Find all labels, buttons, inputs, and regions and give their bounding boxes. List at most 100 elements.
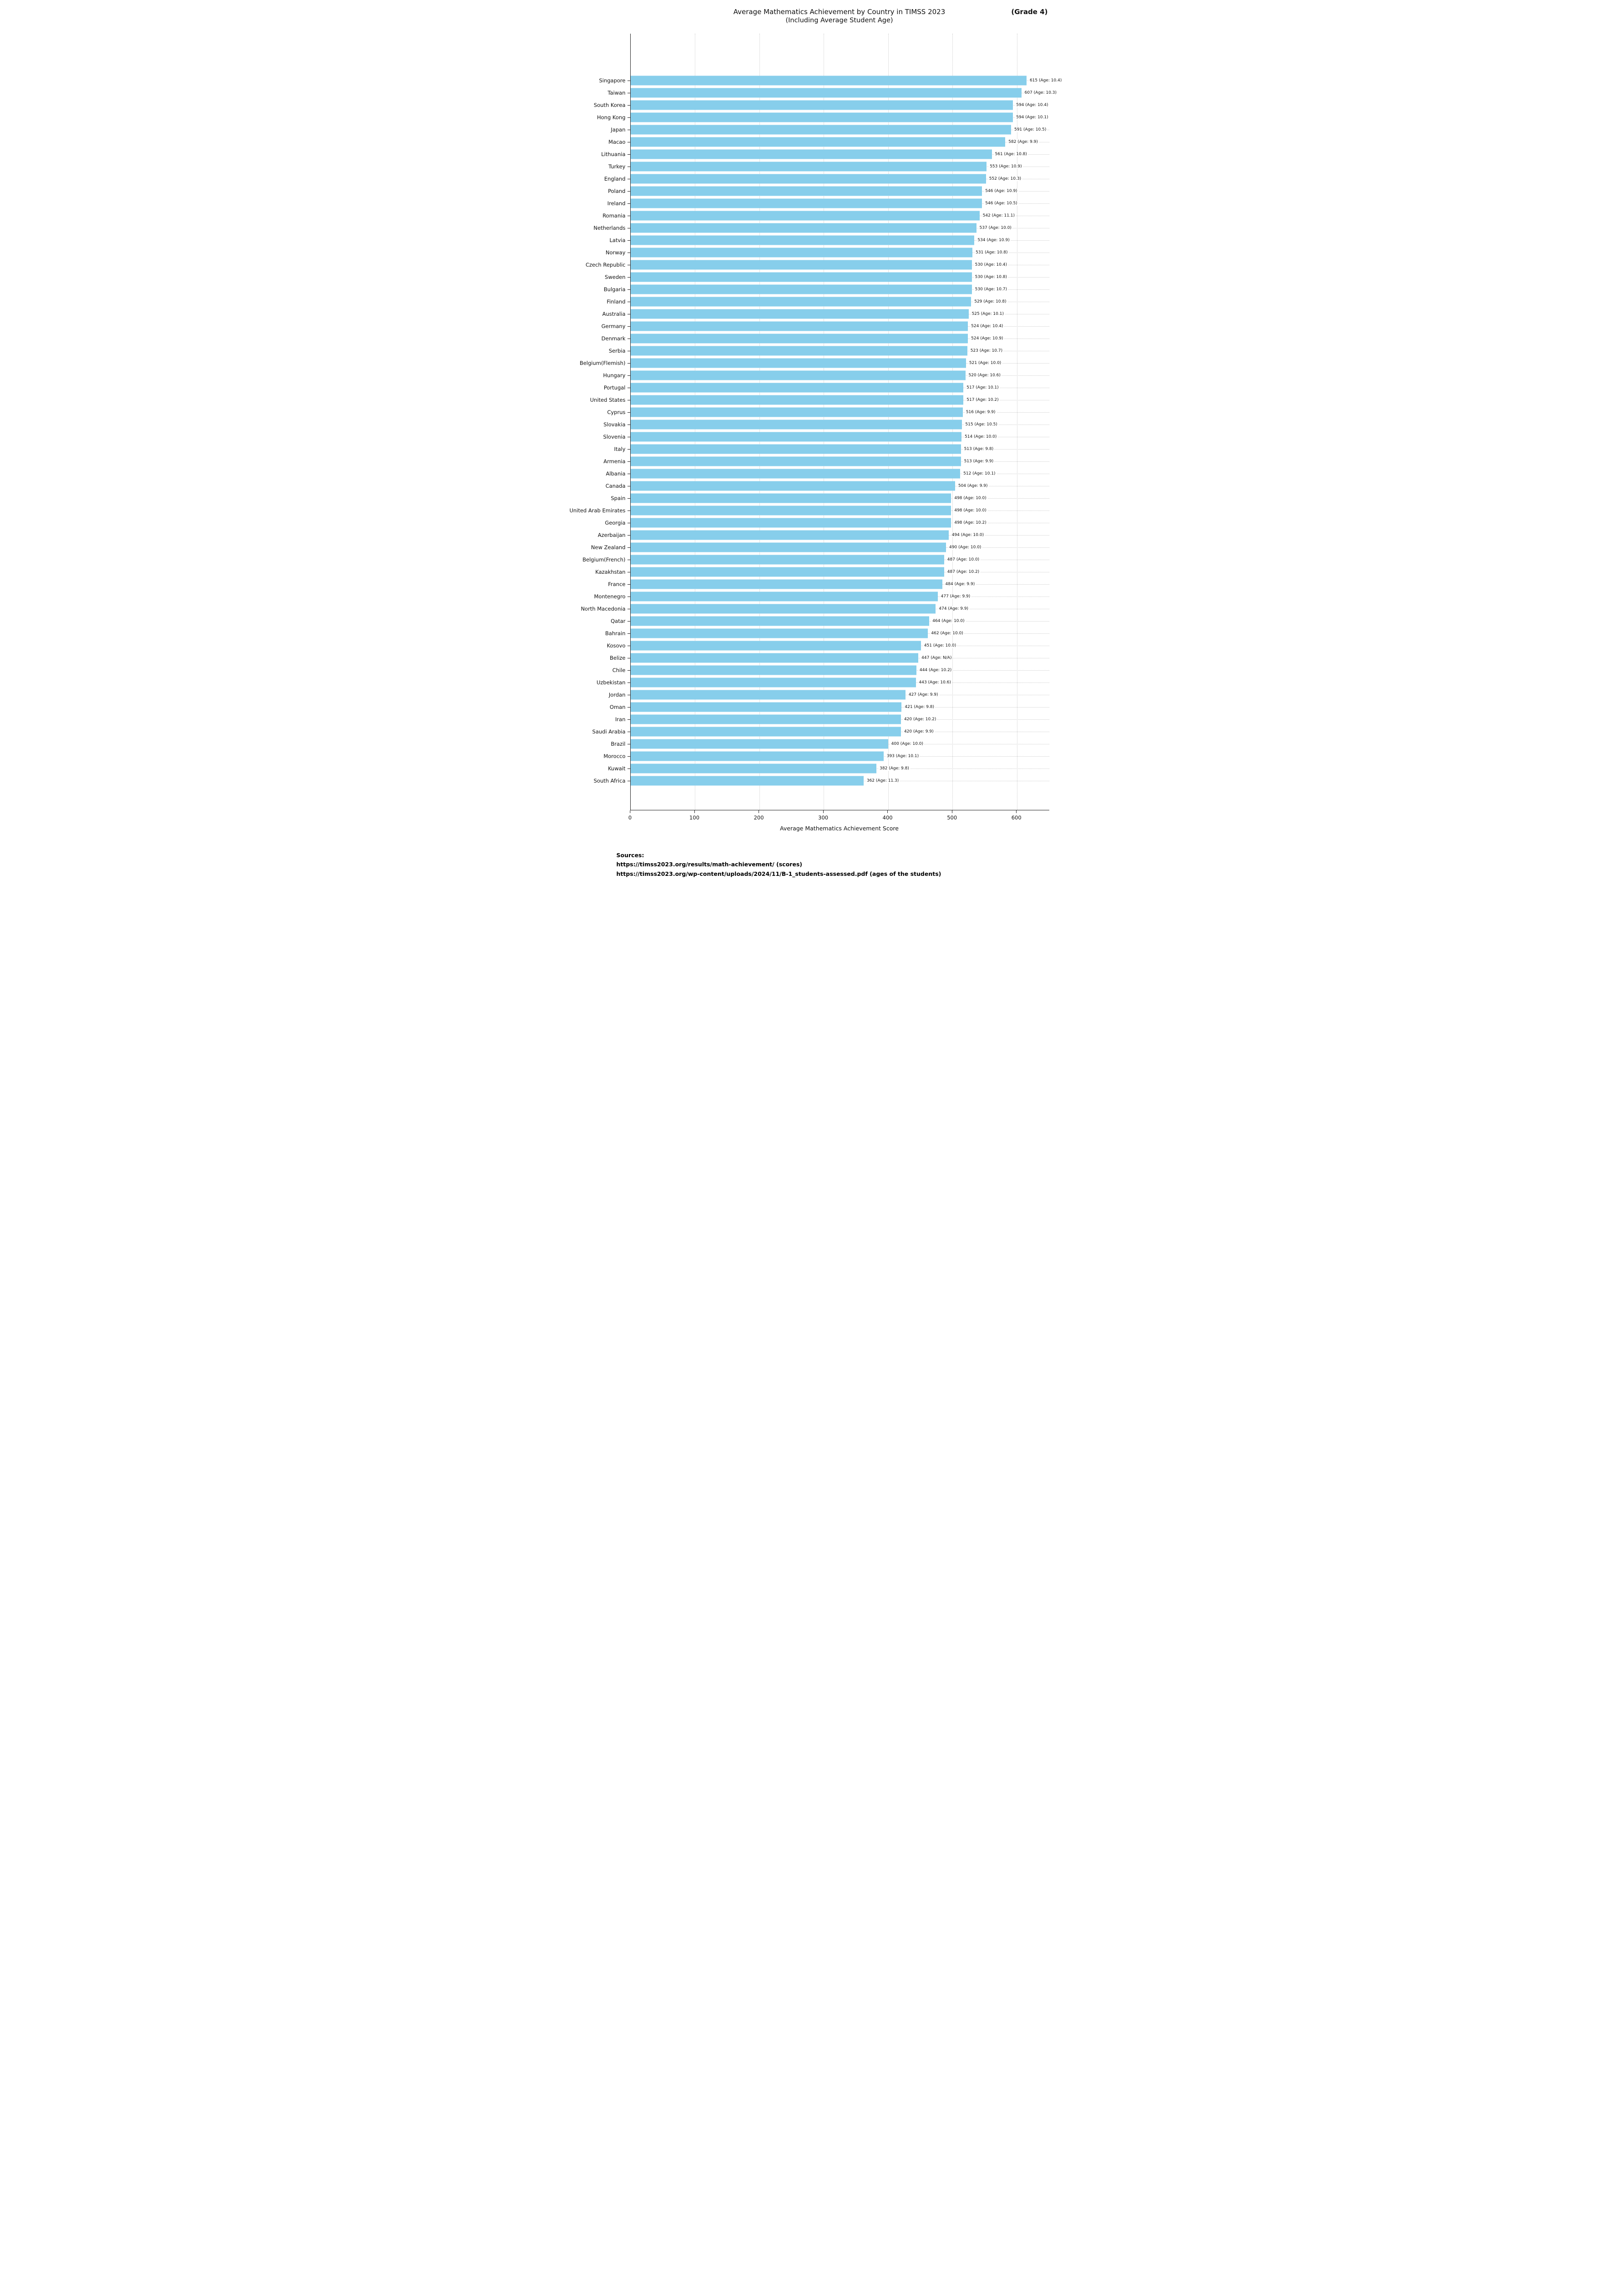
bar-value-label: 484 (Age: 9.9): [944, 582, 976, 587]
bar-row: Uzbekistan 443 (Age: 10.6): [597, 677, 1049, 689]
bar-row: Turkey 553 (Age: 10.9): [608, 161, 1049, 173]
bar-value-label: 498 (Age: 10.2): [953, 521, 987, 526]
y-tick-mark: [627, 535, 631, 536]
bar-value-label: 513 (Age: 9.8): [963, 447, 995, 452]
bar-value-label: 582 (Age: 9.9): [1007, 140, 1039, 145]
bar: [630, 763, 877, 774]
bar-value-label: 494 (Age: 10.0): [951, 533, 985, 538]
x-tick-label: 100: [689, 814, 700, 821]
country-label: Singapore: [599, 77, 626, 84]
x-tick-mark: [887, 810, 888, 813]
bar-row: Italy 513 (Age: 9.8): [614, 443, 1049, 455]
country-label: England: [604, 176, 626, 182]
bar-value-label: 546 (Age: 10.9): [984, 189, 1018, 194]
country-label: Bahrain: [605, 630, 626, 637]
sources-heading: Sources:: [616, 851, 644, 859]
bar-row: New Zealand 490 (Age: 10.0): [591, 541, 1049, 554]
bar: [630, 272, 972, 282]
bar-value-label: 553 (Age: 10.9): [989, 164, 1023, 169]
country-label: Czech Republic: [585, 262, 626, 268]
bar-row: Slovakia 515 (Age: 10.5): [603, 419, 1049, 431]
bar-row: Iran 420 (Age: 10.2): [615, 713, 1049, 726]
y-tick-mark: [627, 584, 631, 585]
country-label: France: [608, 581, 626, 588]
x-tick-label: 300: [818, 814, 829, 821]
country-label: South Korea: [593, 102, 626, 109]
source-line-1: https://timss2023.org/results/math-achie…: [616, 861, 802, 868]
bar: [630, 407, 963, 417]
bar-value-label: 498 (Age: 10.0): [953, 508, 987, 513]
country-label: South Africa: [593, 778, 626, 784]
bar-row: Australia 525 (Age: 10.1): [602, 308, 1049, 320]
bar-row: Japan 591 (Age: 10.5): [611, 124, 1049, 136]
x-tick-mark: [823, 810, 824, 813]
bar-value-label: 421 (Age: 9.8): [904, 705, 936, 710]
y-tick-mark: [627, 547, 631, 548]
bar: [630, 260, 972, 270]
bar-row: Chile 444 (Age: 10.2): [612, 664, 1049, 677]
country-label: Serbia: [608, 348, 626, 354]
country-label: Sweden: [605, 274, 626, 281]
bar-value-label: 382 (Age: 9.8): [879, 766, 910, 771]
bar-row: Belgium(French) 487 (Age: 10.0): [582, 554, 1049, 566]
y-tick-mark: [627, 289, 631, 290]
bar-row: Hungary 520 (Age: 10.6): [603, 369, 1049, 382]
bar-value-label: 393 (Age: 10.1): [885, 754, 920, 759]
country-label: Poland: [608, 188, 626, 195]
bar-value-label: 525 (Age: 10.1): [971, 312, 1005, 317]
country-label: Lithuania: [601, 151, 626, 158]
country-label: Armenia: [603, 458, 626, 465]
country-label: New Zealand: [591, 544, 626, 551]
y-tick-mark: [627, 375, 631, 376]
y-tick-mark: [627, 756, 631, 757]
country-label: Australia: [602, 311, 626, 318]
country-label: Oman: [609, 704, 626, 711]
country-label: Belgium(Flemish): [579, 360, 626, 367]
bar-value-label: 594 (Age: 10.1): [1015, 115, 1049, 120]
country-label: Kosovo: [607, 642, 626, 649]
bar-value-label: 521 (Age: 10.0): [968, 361, 1002, 366]
bar-row: Latvia 534 (Age: 10.9): [609, 234, 1049, 247]
bar-row: Kazakhstan 487 (Age: 10.2): [595, 566, 1049, 578]
bar: [630, 506, 951, 516]
bar: [630, 469, 961, 479]
bar-row: Azerbaijan 494 (Age: 10.0): [598, 529, 1049, 541]
bar-row: England 552 (Age: 10.3): [604, 173, 1049, 185]
bar-row: Spain 498 (Age: 10.0): [611, 492, 1049, 505]
bar-value-label: 427 (Age: 9.9): [907, 693, 939, 698]
country-label: Iran: [615, 716, 626, 723]
x-tick-label: 200: [754, 814, 764, 821]
country-label: Portugal: [603, 384, 626, 391]
bar-row: Portugal 517 (Age: 10.1): [604, 382, 1049, 394]
x-tick-mark: [694, 810, 695, 813]
bar-row: Morocco 393 (Age: 10.1): [603, 750, 1049, 763]
country-label: United States: [590, 397, 626, 404]
bar-value-label: 490 (Age: 10.0): [948, 545, 982, 550]
bar: [630, 309, 969, 319]
bar-value-label: 524 (Age: 10.9): [970, 336, 1004, 341]
bar: [630, 235, 975, 245]
bar-value-label: 474 (Age: 9.9): [938, 607, 970, 612]
bar-value-label: 531 (Age: 10.8): [975, 250, 1009, 255]
bar-row: Kosovo 451 (Age: 10.0): [607, 640, 1049, 652]
bar-value-label: 451 (Age: 10.0): [923, 643, 957, 648]
bar-value-label: 552 (Age: 10.3): [988, 177, 1022, 182]
chart-figure: Average Mathematics Achievement by Count…: [541, 0, 1083, 897]
bar-row: Slovenia 514 (Age: 10.0): [603, 431, 1049, 443]
bar: [630, 88, 1022, 98]
y-tick-mark: [627, 363, 631, 364]
bar: [630, 334, 968, 344]
bar-value-label: 498 (Age: 10.0): [953, 496, 987, 501]
y-tick-mark: [627, 768, 631, 769]
country-label: Bulgaria: [603, 286, 626, 293]
bar-row: Jordan 427 (Age: 9.9): [609, 689, 1049, 701]
country-label: Finland: [607, 298, 626, 305]
country-label: Germany: [601, 323, 626, 330]
x-tick: 400: [883, 810, 893, 821]
y-tick-mark: [627, 621, 631, 622]
country-label: Spain: [611, 495, 626, 502]
country-label: Cyprus: [607, 409, 626, 416]
country-label: Japan: [611, 126, 626, 133]
bar-row: Ireland 546 (Age: 10.5): [607, 197, 1049, 210]
country-label: Belgium(French): [582, 556, 626, 563]
